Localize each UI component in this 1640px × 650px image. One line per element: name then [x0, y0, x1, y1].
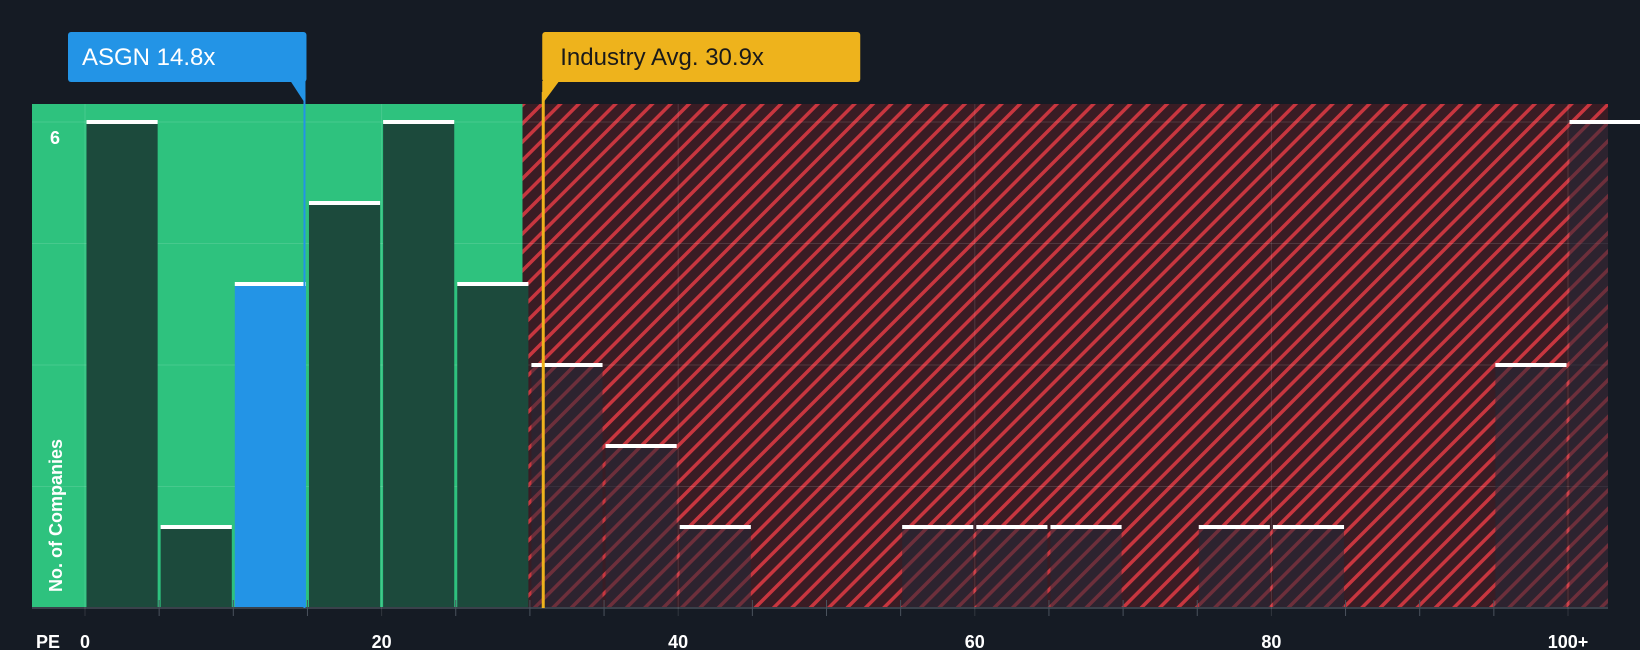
company-callout-box [68, 32, 307, 82]
company-marker: ASGN 14.8x [68, 32, 307, 608]
over-zone-hatch [522, 104, 1608, 608]
bar-2 [234, 284, 306, 608]
x-tick-label-4: 80 [1261, 632, 1281, 650]
bar-cap-1 [160, 525, 232, 529]
bar-7 [605, 446, 677, 608]
bar-caps [86, 120, 1640, 529]
bar-cap-3 [308, 201, 381, 205]
bar-5 [457, 284, 529, 608]
bar-cap-6 [531, 363, 603, 367]
bars [86, 122, 1608, 608]
x-tick-label-2: 40 [668, 632, 688, 650]
industry-marker: Industry Avg. 30.9x [541, 32, 861, 608]
x-tick-label-5: 100+ [1548, 632, 1589, 650]
bar-cap-19 [1495, 363, 1567, 367]
bar-20 [1569, 122, 1608, 608]
bar-4 [383, 122, 455, 608]
bar-cap-5 [457, 282, 529, 286]
bar-cap-12 [976, 525, 1048, 529]
bar-11 [902, 527, 974, 608]
bar-15 [1198, 527, 1270, 608]
bar-12 [976, 527, 1048, 608]
bar-cap-8 [679, 525, 751, 529]
industry-callout-label: Industry Avg. 30.9x [560, 44, 764, 71]
industry-callout-box [542, 32, 861, 82]
bar-1 [160, 527, 232, 608]
bar-cap-7 [605, 444, 677, 448]
y-axis-label: No. of Companies [46, 439, 66, 592]
bar-cap-4 [383, 120, 455, 124]
bar-13 [1050, 527, 1122, 608]
x-tick-label-0: 0 [80, 632, 90, 650]
bar-cap-0 [86, 120, 158, 124]
x-tick-label-3: 60 [965, 632, 985, 650]
company-callout-label: ASGN 14.8x [82, 44, 215, 71]
bar-cap-11 [902, 525, 974, 529]
bar-19 [1495, 365, 1567, 608]
bar-cap-15 [1198, 525, 1270, 529]
bar-0 [86, 122, 158, 608]
x-tick-label-1: 20 [372, 632, 392, 650]
bar-cap-16 [1272, 525, 1345, 529]
bar-cap-2 [234, 282, 306, 286]
bar-16 [1272, 527, 1345, 608]
x-axis-label: PE [36, 632, 60, 650]
bar-cap-13 [1050, 525, 1122, 529]
industry-callout-pointer [542, 81, 560, 104]
bar-8 [679, 527, 751, 608]
bar-3 [308, 203, 381, 608]
x-ticks: 0 20 40 60 80 100+ [80, 104, 1588, 650]
y-tick-label: 6 [50, 128, 60, 148]
company-callout-pointer [290, 81, 306, 104]
bar-cap-20 [1569, 120, 1640, 124]
